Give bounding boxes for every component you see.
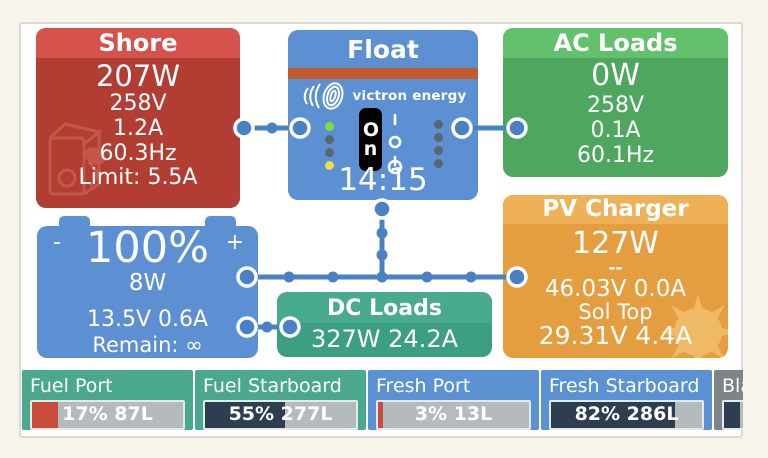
led-mains-on bbox=[325, 122, 334, 131]
pv-charger-title: PV Charger bbox=[503, 195, 728, 224]
tank-fill bbox=[32, 402, 58, 428]
shore-frequency: 60.3Hz bbox=[99, 140, 177, 166]
tank-label: Bla bbox=[722, 375, 743, 397]
led-absorption bbox=[325, 148, 334, 157]
shore-current-limit: Limit: 5.5A bbox=[78, 165, 198, 191]
shore-power: 207W bbox=[95, 59, 181, 93]
accent-stripe bbox=[288, 68, 478, 79]
tank-value: 3% 13L bbox=[414, 403, 493, 425]
tank-fill bbox=[724, 402, 740, 428]
tank-tile-fuel-starboard[interactable]: Fuel Starboard 55% 277L bbox=[195, 370, 366, 430]
off-symbol-icon bbox=[388, 135, 402, 149]
sun-icon bbox=[660, 294, 728, 358]
ac-loads-voltage: 258V bbox=[586, 93, 645, 119]
tank-tile-fresh-port[interactable]: Fresh Port 3% 13L bbox=[368, 370, 539, 430]
pv-separator: -- bbox=[608, 258, 623, 278]
clock: 14:15 bbox=[338, 162, 428, 198]
tank-level-bar: 82% 286L bbox=[549, 400, 704, 430]
victron-logo-icon bbox=[303, 82, 343, 110]
pv-power: 127W bbox=[572, 226, 659, 261]
pv-tracker-name: Sol Top bbox=[578, 300, 653, 325]
inverter-state-title: Float bbox=[347, 35, 419, 64]
tank-tile-fresh-starboard[interactable]: Fresh Starboard 82% 286L bbox=[541, 370, 712, 430]
dc-loads-tile[interactable]: DC Loads 327W 24.2A bbox=[277, 292, 492, 357]
led-inverter bbox=[434, 120, 443, 129]
tank-level-bar: 17% 87L bbox=[30, 400, 185, 430]
brand-text: victron energy bbox=[352, 88, 467, 104]
tank-value: 55% 277L bbox=[228, 403, 333, 425]
tank-fill bbox=[378, 402, 383, 428]
battery-minus-sign: - bbox=[53, 230, 61, 255]
pv-charger-readings: 127W -- 46.03V 0.0A Sol Top 29.31V 4.4A bbox=[503, 227, 728, 349]
tank-value: 82% 286L bbox=[574, 403, 679, 425]
ac-loads-power: 0W bbox=[591, 58, 640, 93]
tank-fill bbox=[551, 402, 675, 428]
tank-label: Fuel Starboard bbox=[203, 375, 342, 397]
inverter-tile[interactable]: Float victron energy On bbox=[288, 30, 478, 200]
tank-tile-black-water[interactable]: Bla bbox=[714, 370, 743, 430]
shore-title: Shore bbox=[36, 28, 240, 58]
tank-level-bar: 3% 13L bbox=[376, 400, 531, 430]
tank-level-bar bbox=[722, 400, 743, 430]
brand-row: victron energy bbox=[288, 81, 478, 111]
battery-terminal-negative bbox=[59, 216, 90, 228]
shore-voltage: 258V bbox=[109, 91, 167, 117]
battery-terminal-positive bbox=[205, 216, 236, 228]
battery-power: 8W bbox=[128, 270, 167, 297]
ac-loads-tile[interactable]: AC Loads 0W 258V 0.1A 60.1Hz bbox=[503, 28, 728, 177]
ac-loads-readings: 0W 258V 0.1A 60.1Hz bbox=[503, 58, 728, 169]
dc-loads-value: 327W 24.2A bbox=[310, 325, 459, 353]
tank-level-bar: 55% 277L bbox=[203, 400, 358, 430]
battery-voltage-current: 13.5V 0.6A bbox=[86, 307, 209, 333]
battery-time-remaining: Remain: ∞ bbox=[92, 332, 203, 357]
dc-loads-title: DC Loads bbox=[277, 292, 492, 323]
tank-fill bbox=[205, 402, 286, 428]
tank-label: Fuel Port bbox=[30, 375, 113, 397]
tank-value bbox=[724, 402, 743, 428]
ac-loads-current: 0.1A bbox=[590, 118, 641, 144]
led-temperature bbox=[434, 159, 443, 168]
pv-charger-tile[interactable]: PV Charger 127W -- 46.03V 0.0A Sol Top 2… bbox=[503, 195, 728, 358]
switch-position-icons bbox=[387, 113, 403, 175]
led-column-right bbox=[434, 120, 443, 168]
shore-tile[interactable]: Shore 207W 258V 1.2A 60.3Hz Limit: 5.5A bbox=[36, 28, 240, 208]
led-low-battery bbox=[434, 146, 443, 155]
battery-tile[interactable]: - + 100% 8W 13.5V 0.6A Remain: ∞ bbox=[37, 216, 258, 358]
ac-loads-title: AC Loads bbox=[503, 28, 728, 58]
tank-label: Fresh Starboard bbox=[549, 375, 700, 397]
led-overload bbox=[434, 133, 443, 142]
inverter-switch[interactable]: On bbox=[359, 108, 382, 171]
shore-pedestal-icon bbox=[48, 122, 106, 196]
shore-current: 1.2A bbox=[112, 116, 164, 142]
tank-label: Fresh Port bbox=[376, 375, 471, 397]
battery-plus-sign: + bbox=[225, 230, 244, 255]
tank-tile-fuel-port[interactable]: Fuel Port 17% 87L bbox=[22, 370, 193, 430]
inverter-switch-label: On bbox=[362, 119, 380, 160]
shore-readings: 207W 258V 1.2A 60.3Hz Limit: 5.5A bbox=[36, 60, 240, 191]
led-float bbox=[325, 161, 334, 170]
tank-value: 17% 87L bbox=[62, 403, 153, 425]
pv-string1: 46.03V 0.0A bbox=[544, 276, 687, 302]
led-column-left bbox=[325, 122, 334, 170]
battery-soc: 100% bbox=[86, 223, 209, 273]
ac-loads-frequency: 60.1Hz bbox=[576, 143, 655, 169]
led-bulk bbox=[325, 135, 334, 144]
pv-string2: 29.31V 4.4A bbox=[538, 321, 693, 351]
